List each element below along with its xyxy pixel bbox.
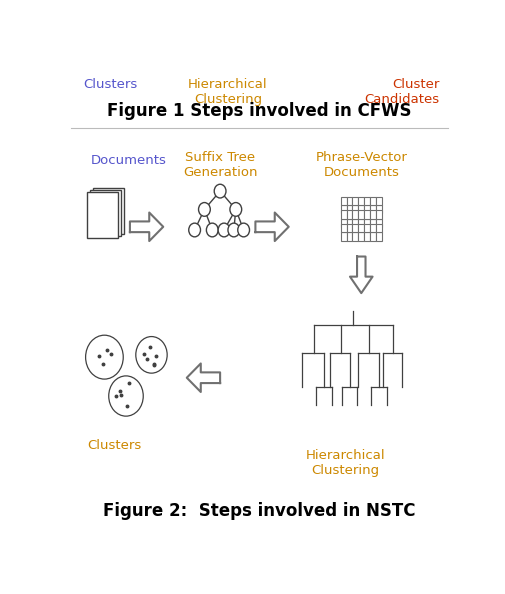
Bar — [369, 210, 375, 219]
Bar — [346, 197, 352, 205]
Circle shape — [206, 223, 218, 237]
Bar — [375, 205, 381, 213]
Circle shape — [229, 203, 241, 216]
Bar — [352, 219, 358, 227]
Bar — [346, 232, 352, 241]
Circle shape — [237, 223, 249, 237]
Bar — [375, 224, 381, 232]
Bar — [358, 224, 364, 232]
Bar — [340, 224, 346, 232]
Bar — [352, 224, 358, 232]
Bar — [358, 210, 364, 219]
Bar — [375, 210, 381, 219]
Bar — [369, 197, 375, 205]
Bar — [352, 232, 358, 241]
Bar — [346, 224, 352, 232]
Bar — [346, 205, 352, 213]
Bar — [375, 232, 381, 241]
Bar — [87, 192, 118, 238]
Circle shape — [198, 203, 210, 216]
Bar — [364, 219, 369, 227]
Bar — [340, 210, 346, 219]
Polygon shape — [186, 364, 220, 392]
Bar — [375, 197, 381, 205]
Bar — [369, 232, 375, 241]
Bar — [369, 205, 375, 213]
Circle shape — [218, 223, 229, 237]
Bar — [364, 197, 369, 205]
Bar — [340, 205, 346, 213]
Polygon shape — [255, 213, 288, 241]
Text: Hierarchical
Clustering: Hierarchical Clustering — [305, 448, 385, 476]
Text: Suffix Tree
Generation: Suffix Tree Generation — [182, 151, 257, 179]
Bar — [358, 205, 364, 213]
Text: Cluster
Candidates: Cluster Candidates — [364, 78, 439, 106]
Text: Figure 2:  Steps involved in NSTC: Figure 2: Steps involved in NSTC — [103, 503, 415, 520]
Polygon shape — [130, 213, 163, 241]
Bar — [90, 190, 121, 236]
Bar — [352, 205, 358, 213]
Bar — [375, 219, 381, 227]
Bar — [364, 232, 369, 241]
Bar — [352, 197, 358, 205]
Text: Figure 1 Steps involved in CFWS: Figure 1 Steps involved in CFWS — [107, 102, 411, 120]
Bar — [364, 205, 369, 213]
Bar — [369, 219, 375, 227]
Bar — [364, 210, 369, 219]
Bar — [358, 197, 364, 205]
Bar — [358, 232, 364, 241]
Circle shape — [188, 223, 200, 237]
Circle shape — [228, 223, 239, 237]
Polygon shape — [349, 257, 372, 293]
Bar — [346, 219, 352, 227]
Circle shape — [214, 184, 226, 198]
Text: Documents: Documents — [90, 154, 166, 166]
Text: Phrase-Vector
Documents: Phrase-Vector Documents — [315, 151, 407, 179]
Bar — [340, 219, 346, 227]
Text: Clusters: Clusters — [83, 78, 137, 91]
Text: Hierarchical
Clustering: Hierarchical Clustering — [188, 78, 267, 106]
Bar — [358, 219, 364, 227]
Bar — [340, 197, 346, 205]
Bar — [93, 188, 124, 233]
Bar — [340, 232, 346, 241]
Bar — [346, 210, 352, 219]
Text: Clusters: Clusters — [87, 440, 141, 453]
Bar — [352, 210, 358, 219]
Bar — [364, 224, 369, 232]
Bar — [369, 224, 375, 232]
